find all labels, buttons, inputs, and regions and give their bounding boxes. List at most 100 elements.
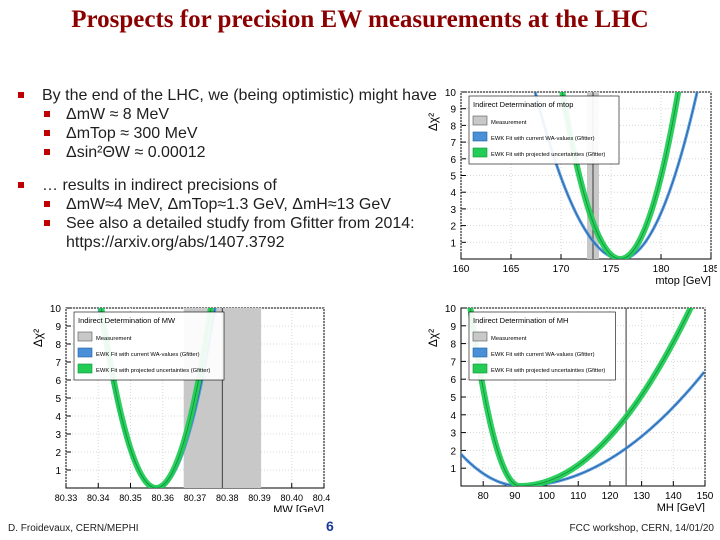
bullet-2-text: … results in indirect precisions of (42, 177, 277, 194)
y-tick-label: 2 (450, 446, 456, 457)
mh-fit-plot: 1 2 3 4 5 6 7 8 9 10 80 90 100 110 120 130 140 150 Indirec… (426, 304, 714, 512)
y-tick-label: 4 (450, 411, 456, 422)
legend-label: EWK Fit with current WA-values (Gfitter) (491, 352, 595, 358)
x-tick-label: 80.39 (248, 493, 271, 503)
y-tick-label: 8 (450, 340, 456, 351)
legend-swatch (472, 363, 488, 374)
y-tick-label: 7 (55, 358, 61, 369)
y-tick-label: 3 (450, 429, 456, 440)
x-tick-label: 80.33 (55, 493, 78, 503)
legend-label: Measurement (96, 336, 132, 342)
x-tick-label: 100 (538, 491, 555, 502)
mw-fit-plot: 1 2 3 4 5 6 7 8 9 10 80.33 80.34 80.35 80.36 80.37 80.3… (31, 304, 330, 512)
y-tick-label: 9 (450, 322, 456, 333)
bullet-1-sub-1: ΔmW ≈ 8 MeV (18, 105, 438, 124)
y-tick-label: 7 (450, 357, 456, 368)
x-tick-label: 80.41 (313, 493, 330, 503)
bullet-marker (44, 130, 50, 136)
x-tick-label: 80.40 (280, 493, 303, 503)
y-tick-label: 2 (55, 448, 61, 459)
slide-title: Prospects for precision EW measurements … (71, 6, 649, 33)
legend-box (73, 311, 225, 381)
x-axis-label: MW [GeV] (273, 504, 324, 512)
bullet-marker (18, 182, 24, 188)
bullet-1: By the end of the LHC, we (being optimis… (18, 86, 438, 105)
bullet-marker (44, 220, 50, 226)
legend-swatch (472, 331, 488, 342)
legend-box (468, 95, 620, 165)
legend-swatch (472, 115, 488, 126)
y-tick-label: 10 (50, 304, 62, 315)
x-tick-label: 150 (697, 491, 714, 502)
x-tick-label: 80 (478, 491, 490, 502)
x-tick-label: 80.38 (216, 493, 239, 503)
y-tick-label: 5 (55, 394, 61, 405)
y-tick-label: 4 (55, 412, 61, 423)
mtop-fit-plot: 1 2 3 4 5 6 7 8 9 10 160 165 170 175 180 185 Indirect De… (426, 88, 717, 286)
bullet-2: … results in indirect precisions of (18, 176, 438, 195)
legend-swatch (472, 131, 488, 142)
y-tick-label: 6 (450, 375, 456, 386)
bullet-marker (44, 149, 50, 155)
bullet-1-sub-3: Δsin²ΘW ≈ 0.00012 (18, 143, 438, 162)
x-tick-label: 80.37 (184, 493, 207, 503)
y-tick-label: 9 (450, 105, 456, 116)
x-tick-label: 130 (633, 491, 650, 502)
x-tick-label: 175 (603, 264, 620, 275)
x-tick-label: 165 (503, 264, 520, 275)
bullet-marker (18, 92, 24, 98)
y-tick-label: 7 (450, 138, 456, 149)
legend-label: EWK Fit with current WA-values (Gfitter) (491, 136, 595, 142)
y-tick-label: 1 (55, 466, 61, 477)
y-tick-label: 10 (445, 304, 457, 315)
legend-label: EWK Fit with projected uncertainties (Gf… (491, 152, 605, 158)
bullet-1-sub-1-text: ΔmW ≈ 8 MeV (66, 106, 170, 123)
y-tick-label: 8 (450, 121, 456, 132)
legend-box (468, 311, 616, 381)
projected-fit-line (561, 92, 679, 259)
x-axis-label: mtop [GeV] (655, 275, 711, 286)
x-tick-label: 170 (553, 264, 570, 275)
legend-label: EWK Fit with projected uncertainties (Gf… (96, 368, 210, 374)
legend-title: Indirect Determination of MH (473, 316, 568, 325)
y-tick-label: 10 (445, 88, 457, 99)
y-tick-label: 2 (450, 222, 456, 233)
footer-event: FCC workshop, CERN, 14/01/20 (569, 523, 714, 534)
legend-title: Indirect Determination of MW (78, 316, 176, 325)
y-axis-label: Δχ² (426, 329, 440, 347)
bullet-2-sub-2: See also a detailed studfy from Gfitter … (18, 214, 438, 252)
legend-label: EWK Fit with current WA-values (Gfitter) (96, 352, 200, 358)
legend-swatch (472, 147, 488, 158)
legend-swatch (77, 347, 93, 358)
y-tick-label: 1 (450, 238, 456, 249)
y-tick-label: 8 (55, 340, 61, 351)
page-number: 6 (326, 518, 334, 534)
bullet-2-sub-1-text: ΔmW≈4 MeV, ΔmTop≈1.3 GeV, ΔmH≈13 GeV (66, 196, 391, 213)
y-tick-label: 9 (55, 322, 61, 333)
y-tick-label: 5 (450, 172, 456, 183)
x-tick-label: 90 (509, 491, 521, 502)
legend-label: EWK Fit with projected uncertainties (Gf… (491, 368, 605, 374)
y-tick-label: 3 (450, 205, 456, 216)
bullet-marker (44, 111, 50, 117)
x-axis-label: MH [GeV] (657, 502, 705, 512)
x-tick-label: 185 (703, 264, 717, 275)
y-axis-label: Δχ² (426, 113, 440, 131)
legend-swatch (472, 347, 488, 358)
bullet-1-text: By the end of the LHC, we (being optimis… (42, 87, 437, 104)
plot-area (461, 308, 705, 486)
projected-fit-line (100, 308, 212, 488)
x-tick-label: 80.34 (87, 493, 110, 503)
x-tick-label: 80.35 (119, 493, 142, 503)
current-fit-line (461, 371, 705, 486)
bullet-1-sub-2-text: ΔmTop ≈ 300 MeV (66, 125, 198, 142)
projected-fit-line (469, 308, 692, 486)
legend-label: Measurement (491, 336, 527, 342)
bullet-list: By the end of the LHC, we (being optimis… (18, 86, 438, 252)
y-tick-label: 1 (450, 464, 456, 475)
footer-author: D. Froidevaux, CERN/MEPHI (8, 523, 139, 534)
x-tick-label: 180 (653, 264, 670, 275)
x-tick-label: 120 (602, 491, 619, 502)
legend-label: Measurement (491, 120, 527, 126)
y-axis-label: Δχ² (31, 329, 45, 347)
